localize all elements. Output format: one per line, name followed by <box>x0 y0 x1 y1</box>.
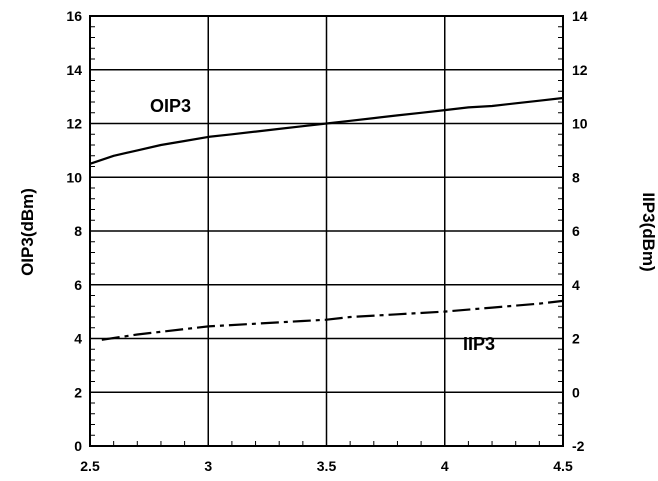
y2-tick-label: 10 <box>572 116 588 132</box>
y-tick-label: 0 <box>74 438 82 454</box>
y2-axis-title: IIP3(dBm) <box>639 192 658 271</box>
y-tick-label: 16 <box>66 8 82 24</box>
series-label-iip3: IIP3 <box>463 334 495 354</box>
y-tick-label: 4 <box>74 331 82 347</box>
y2-tick-label: 6 <box>572 223 580 239</box>
x-tick-label: 2.5 <box>80 458 100 474</box>
y2-tick-labels: -2 0 2 4 6 8 10 12 14 <box>572 8 588 454</box>
x-tick-label: 4.5 <box>553 458 573 474</box>
y-tick-label: 12 <box>66 116 82 132</box>
series-layer <box>89 96 564 341</box>
grid <box>89 15 564 447</box>
series-line-iip3 <box>101 299 564 341</box>
y-tick-label: 14 <box>66 62 82 78</box>
plot-frame <box>89 15 564 447</box>
y2-tick-label: 0 <box>572 384 580 400</box>
series-label-oip3: OIP3 <box>150 96 191 116</box>
x-tick-label: 3.5 <box>317 458 337 474</box>
y2-tick-label: 4 <box>572 277 580 293</box>
y2-tick-label: 2 <box>572 331 580 347</box>
x-tick-label: 4 <box>441 458 449 474</box>
y-tick-label: 6 <box>74 277 82 293</box>
y2-tick-label: 12 <box>572 62 588 78</box>
y-tick-label: 8 <box>74 223 82 239</box>
y-tick-label: 2 <box>74 384 82 400</box>
y2-tick-label: -2 <box>572 438 585 454</box>
series-line-oip3 <box>89 96 564 165</box>
x-tick-labels: 2.5 3 3.5 4 4.5 <box>80 458 573 474</box>
y-axis-title: OIP3(dBm) <box>18 188 37 276</box>
y-tick-labels: 0 2 4 6 8 10 12 14 16 <box>66 8 82 454</box>
y2-tick-label: 14 <box>572 8 588 24</box>
x-tick-label: 3 <box>204 458 212 474</box>
y2-tick-label: 8 <box>572 169 580 185</box>
y-tick-label: 10 <box>66 169 82 185</box>
